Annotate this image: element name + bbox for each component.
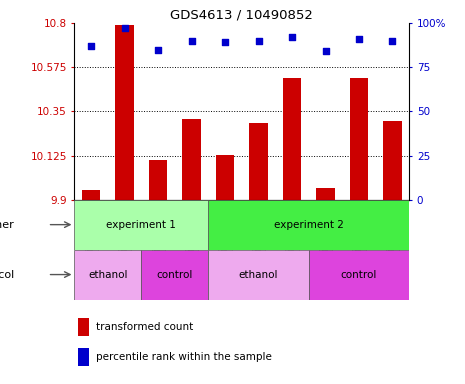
Bar — [309, 250, 409, 300]
Point — [154, 46, 162, 53]
Bar — [78, 318, 89, 336]
Bar — [216, 154, 234, 200]
Text: control: control — [341, 270, 377, 280]
Bar — [149, 161, 167, 200]
Point — [255, 38, 262, 44]
Text: experiment 1: experiment 1 — [106, 220, 176, 230]
Text: experiment 2: experiment 2 — [274, 220, 344, 230]
Bar — [208, 250, 309, 300]
Bar — [208, 200, 409, 250]
Point — [87, 43, 95, 49]
Text: ethanol: ethanol — [239, 270, 278, 280]
Text: protocol: protocol — [0, 270, 14, 280]
Point — [221, 40, 229, 46]
Bar — [350, 78, 368, 200]
Bar — [383, 121, 402, 200]
Point — [188, 38, 195, 44]
Point — [288, 34, 296, 40]
Point — [322, 48, 329, 55]
Bar — [74, 250, 141, 300]
Point — [121, 25, 128, 31]
Bar — [283, 78, 301, 200]
Bar — [78, 348, 89, 366]
Point — [355, 36, 363, 42]
Bar — [115, 25, 134, 200]
Text: control: control — [157, 270, 193, 280]
Bar — [182, 119, 201, 200]
Bar — [316, 188, 335, 200]
Text: other: other — [0, 220, 14, 230]
Bar — [82, 190, 100, 200]
Bar — [74, 200, 208, 250]
Bar — [249, 123, 268, 200]
Title: GDS4613 / 10490852: GDS4613 / 10490852 — [170, 9, 313, 22]
Text: ethanol: ethanol — [88, 270, 127, 280]
Point — [389, 38, 396, 44]
Text: transformed count: transformed count — [96, 321, 193, 331]
Text: percentile rank within the sample: percentile rank within the sample — [96, 352, 272, 362]
Bar — [141, 250, 208, 300]
